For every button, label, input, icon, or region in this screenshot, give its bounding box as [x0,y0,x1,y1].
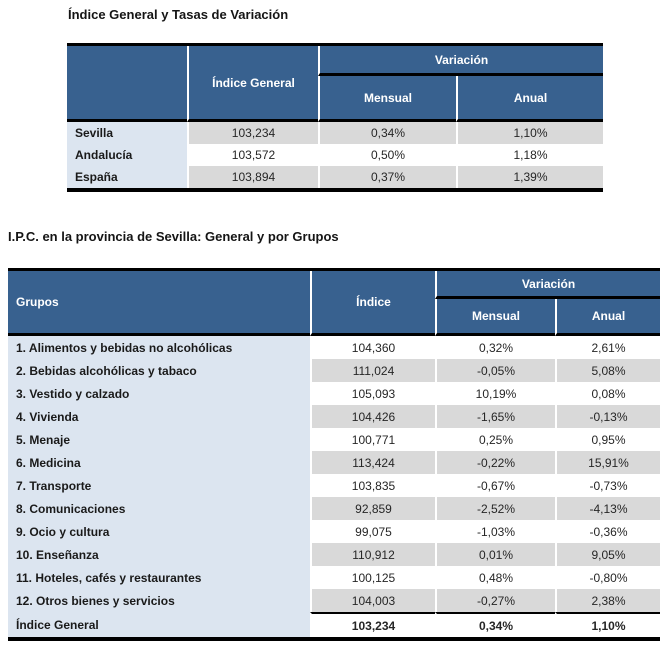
table-row: 4. Vivienda 104,426 -1,65% -0,13% [8,405,660,428]
row-value-anual: 1,10% [456,122,603,144]
row-label: 9. Ocio y cultura [8,520,310,543]
row-value-indice: 100,125 [310,566,435,589]
table-row: 9. Ocio y cultura 99,075 -1,03% -0,36% [8,520,660,543]
table1-header-anual: Anual [456,76,603,122]
row-value-mensual: -0,27% [435,589,555,612]
table1-body: Sevilla 103,234 0,34% 1,10% Andalucía 103,572… [67,122,603,188]
table-row: 3. Vestido y calzado 105,093 10,19% 0,08% [8,382,660,405]
row-label: 10. Enseñanza [8,543,310,566]
row-value-mensual: -0,05% [435,359,555,382]
row-value-mensual: 0,50% [318,144,456,166]
table-row: 12. Otros bienes y servicios 104,003 -0,27… [8,589,660,612]
row-label: 7. Transporte [8,474,310,497]
row-value-indice: 104,360 [310,336,435,359]
row-value-mensual: 0,48% [435,566,555,589]
table-row: 2. Bebidas alcohólicas y tabaco 111,024 -0… [8,359,660,382]
row-value-mensual: 0,32% [435,336,555,359]
table-total-row: Índice General 103,234 0,34% 1,10% [8,612,660,637]
row-value-anual: 9,05% [555,543,660,566]
table1-header: Índice General Variación Mensual Anual [67,46,603,122]
row-value-anual: 1,39% [456,166,603,188]
row-value-mensual: -1,03% [435,520,555,543]
row-label: Sevilla [67,122,187,144]
row-value-anual: -0,36% [555,520,660,543]
row-value-mensual: 0,37% [318,166,456,188]
table-row: 10. Enseñanza 110,912 0,01% 9,05% [8,543,660,566]
table-row: 1. Alimentos y bebidas no alcohólicas 104… [8,336,660,359]
row-label: 5. Menaje [8,428,310,451]
table2-header-indice: Índice [310,271,435,336]
row-value-anual: 2,38% [555,589,660,612]
row-value-mensual: 0,34% [318,122,456,144]
row-label: 3. Vestido y calzado [8,382,310,405]
table-row: Sevilla 103,234 0,34% 1,10% [67,122,603,144]
row-value-indice: 113,424 [310,451,435,474]
row-label: 11. Hoteles, cafés y restaurantes [8,566,310,589]
row-value-mensual: -0,22% [435,451,555,474]
table-row: 5. Menaje 100,771 0,25% 0,95% [8,428,660,451]
table2-header-grupos: Grupos [8,271,310,336]
table2-header-variacion: Variación [435,271,660,299]
row-value-indice: 110,912 [310,543,435,566]
row-value-indice: 103,234 [310,612,435,637]
row-value-anual: 0,08% [555,382,660,405]
table2-header: Grupos Índice Variación Mensual Anual [8,271,660,336]
row-value-anual: 1,18% [456,144,603,166]
row-value-mensual: -2,52% [435,497,555,520]
row-value-mensual: -0,67% [435,474,555,497]
row-value-anual: 0,95% [555,428,660,451]
table1-header-indice-general: Índice General [187,46,318,122]
row-label: Índice General [8,612,310,637]
table2-body: 1. Alimentos y bebidas no alcohólicas 104… [8,336,660,637]
row-value-mensual: 0,25% [435,428,555,451]
row-value-anual: 5,08% [555,359,660,382]
row-value-indice: 105,093 [310,382,435,405]
table-row: Andalucía 103,572 0,50% 1,18% [67,144,603,166]
row-label: 8. Comunicaciones [8,497,310,520]
row-label: 4. Vivienda [8,405,310,428]
row-value-indice: 111,024 [310,359,435,382]
table2-header-mensual: Mensual [435,299,555,336]
row-label: 12. Otros bienes y servicios [8,589,310,612]
row-value-indice: 103,234 [187,122,318,144]
ipc-grupos-table: Grupos Índice Variación Mensual Anual 1.… [8,268,660,641]
row-label: España [67,166,187,188]
row-value-mensual: -1,65% [435,405,555,428]
table-row: 7. Transporte 103,835 -0,67% -0,73% [8,474,660,497]
row-label: Andalucía [67,144,187,166]
table1-corner-cell [67,46,187,122]
row-value-mensual: 0,01% [435,543,555,566]
row-label: 1. Alimentos y bebidas no alcohólicas [8,336,310,359]
table-row: 11. Hoteles, cafés y restaurantes 100,125… [8,566,660,589]
row-value-anual: 2,61% [555,336,660,359]
row-value-indice: 104,426 [310,405,435,428]
row-value-indice: 104,003 [310,589,435,612]
row-value-indice: 103,835 [310,474,435,497]
table1-header-mensual: Mensual [318,76,456,122]
table-row: 6. Medicina 113,424 -0,22% 15,91% [8,451,660,474]
row-value-indice: 103,894 [187,166,318,188]
table2-header-anual: Anual [555,299,660,336]
indice-general-table: Índice General Variación Mensual Anual S… [67,43,603,192]
row-value-anual: -4,13% [555,497,660,520]
row-label: 6. Medicina [8,451,310,474]
row-value-indice: 103,572 [187,144,318,166]
table1-header-variacion: Variación [318,46,603,76]
row-value-indice: 92,859 [310,497,435,520]
section2-title: I.P.C. en la provincia de Sevilla: Gener… [8,229,339,244]
row-value-indice: 100,771 [310,428,435,451]
row-label: 2. Bebidas alcohólicas y tabaco [8,359,310,382]
row-value-mensual: 10,19% [435,382,555,405]
row-value-anual: -0,13% [555,405,660,428]
row-value-mensual: 0,34% [435,612,555,637]
row-value-anual: -0,73% [555,474,660,497]
row-value-anual: 1,10% [555,612,660,637]
row-value-anual: -0,80% [555,566,660,589]
row-value-anual: 15,91% [555,451,660,474]
table-row: 8. Comunicaciones 92,859 -2,52% -4,13% [8,497,660,520]
table-row: España 103,894 0,37% 1,39% [67,166,603,188]
section1-title: Índice General y Tasas de Variación [68,7,289,22]
row-value-indice: 99,075 [310,520,435,543]
